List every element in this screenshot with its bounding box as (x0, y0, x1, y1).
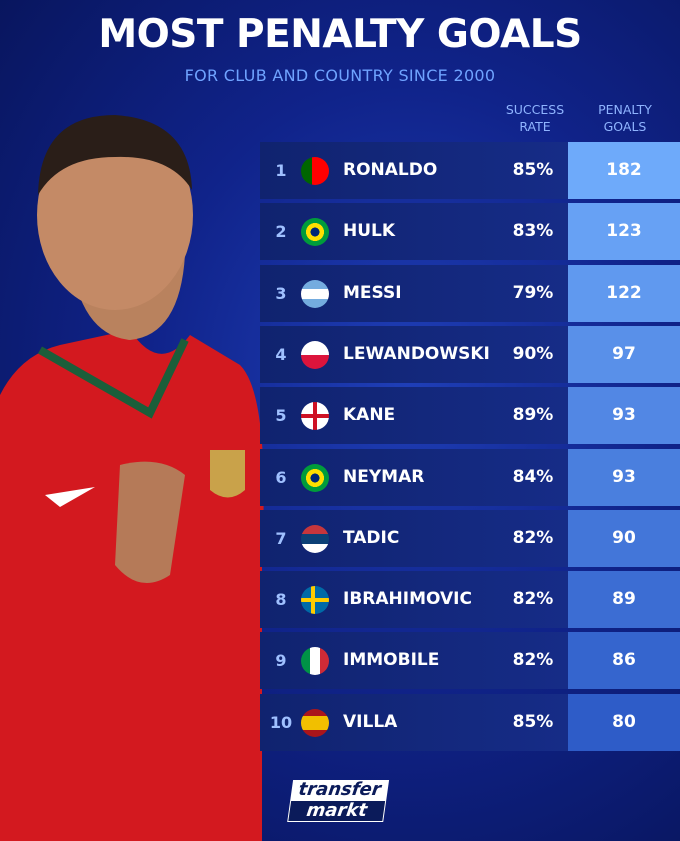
player-name: VILLA (343, 711, 398, 732)
success-rate: 89% (512, 405, 554, 426)
success-rate: 85% (512, 160, 554, 180)
table-row: 9 IMMOBILE 82% 86 (260, 632, 680, 690)
penalty-goals: 97 (568, 325, 680, 383)
logo-swoosh (45, 487, 95, 507)
success-rate: 84% (512, 466, 554, 487)
crest (210, 450, 245, 498)
table-row: 7 TADIC 82% 90 (260, 509, 680, 567)
flag-icon (301, 218, 329, 247)
flag-icon (301, 647, 329, 676)
flag-icon (301, 524, 329, 553)
rank: 3 (275, 283, 287, 303)
rank: 5 (275, 406, 287, 426)
column-header: PENALTY GOALS (598, 102, 652, 134)
player-name: HULK (343, 221, 396, 242)
player-name: MESSI (343, 282, 402, 303)
penalty-goals: 80 (568, 693, 680, 751)
column-header: SUCCESS RATE (505, 102, 565, 134)
penalty-goals: 90 (568, 509, 680, 567)
logo-text: markt (287, 800, 387, 822)
brand-logo: transfer markt (287, 779, 390, 824)
flag-icon (301, 402, 329, 431)
penalty-goals: 93 (568, 448, 680, 506)
success-rate: 82% (512, 650, 554, 671)
jersey (0, 330, 264, 841)
player-name: TADIC (343, 527, 400, 548)
subtitle: FOR CLUB AND COUNTRY SINCE 2000 (184, 66, 496, 85)
logo-text: transfer (290, 779, 390, 800)
table-row: 5 KANE 89% 93 (260, 387, 680, 445)
rank: 10 (269, 712, 293, 732)
flag-icon (301, 157, 329, 185)
title: MOST PENALTY GOALS (98, 12, 582, 57)
success-rate: 85% (512, 711, 554, 732)
rank: 2 (275, 222, 287, 242)
table-row: 3 MESSI 79% 122 (260, 264, 680, 322)
player-name: LEWANDOWSKI (343, 343, 490, 364)
player-name: RONALDO (343, 160, 438, 180)
table-row: 1 RONALDO 85% 182 (260, 142, 680, 199)
success-rate: 83% (512, 221, 554, 242)
rank: 4 (275, 344, 287, 364)
penalty-goals: 123 (568, 203, 680, 261)
player-name: NEYMAR (343, 466, 425, 487)
flag-icon (301, 340, 329, 369)
penalty-goals: 89 (568, 571, 680, 629)
rank: 8 (275, 590, 287, 610)
hand (115, 461, 185, 583)
penalty-goals: 182 (568, 142, 680, 199)
rank: 1 (275, 161, 287, 180)
flag-icon (301, 463, 329, 492)
success-rate: 90% (512, 343, 554, 364)
player-name: KANE (343, 405, 396, 426)
rank: 6 (275, 467, 287, 487)
player-name: IMMOBILE (343, 650, 440, 671)
success-rate: 82% (512, 527, 554, 548)
player-photo (0, 115, 264, 841)
penalty-goals: 86 (568, 632, 680, 690)
rank: 7 (275, 528, 287, 548)
flag-icon (301, 708, 329, 737)
collar (38, 338, 189, 419)
head (37, 120, 193, 310)
success-rate: 79% (512, 282, 554, 303)
flag-icon (301, 586, 329, 615)
table-row: 10 VILLA 85% 80 (260, 693, 680, 751)
table-row: 8 IBRAHIMOVIC 82% 89 (260, 571, 680, 629)
flag-icon (301, 279, 329, 308)
hair (38, 115, 192, 195)
success-rate: 82% (512, 589, 554, 610)
penalty-goals: 122 (568, 264, 680, 322)
table-row: 6 NEYMAR 84% 93 (260, 448, 680, 506)
rank: 9 (275, 651, 287, 671)
player-name: IBRAHIMOVIC (343, 589, 472, 610)
penalty-goals: 93 (568, 387, 680, 445)
table-row: 4 LEWANDOWSKI 90% 97 (260, 325, 680, 383)
table-row: 2 HULK 83% 123 (260, 203, 680, 261)
